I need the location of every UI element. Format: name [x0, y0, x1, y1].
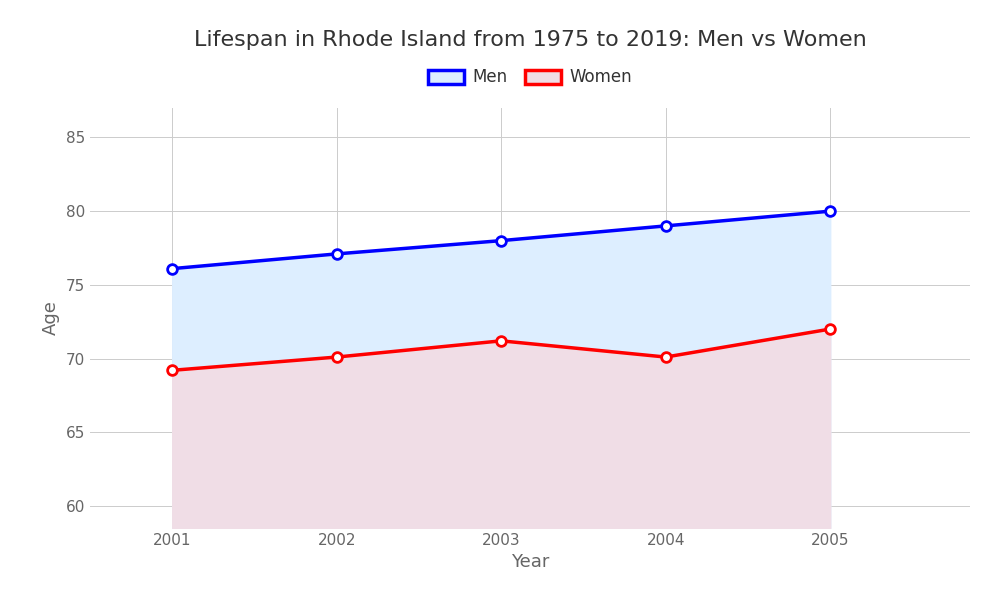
Y-axis label: Age: Age	[42, 301, 60, 335]
X-axis label: Year: Year	[511, 553, 549, 571]
Title: Lifespan in Rhode Island from 1975 to 2019: Men vs Women: Lifespan in Rhode Island from 1975 to 20…	[194, 29, 866, 49]
Legend: Men, Women: Men, Women	[421, 62, 639, 93]
